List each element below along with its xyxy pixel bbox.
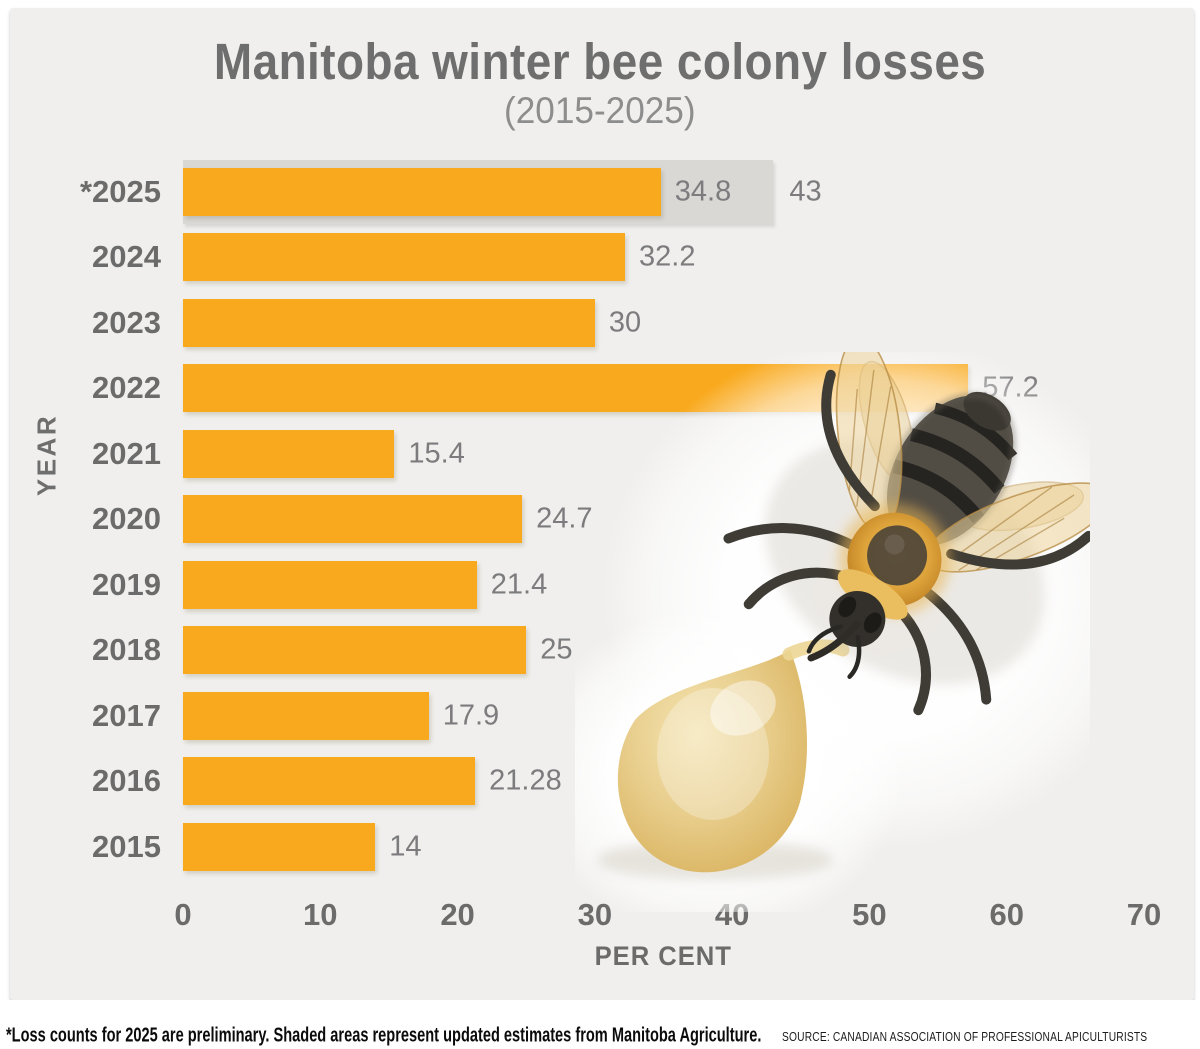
year-label: 2015 xyxy=(92,828,161,864)
chart-subtitle: (2015-2025) xyxy=(504,90,696,131)
value-label: 21.4 xyxy=(490,568,548,601)
year-label: 2017 xyxy=(92,697,161,733)
year-label: 2024 xyxy=(92,239,161,275)
year-label: 2023 xyxy=(92,304,161,340)
loss-bar xyxy=(183,167,661,216)
subtitle-row: (2015-2025) xyxy=(0,90,1200,132)
footer-strip: *Loss counts for 2025 are preliminary. S… xyxy=(0,1000,1200,1049)
title-row: Manitoba winter bee colony losses xyxy=(0,32,1200,91)
value-label: 17.9 xyxy=(442,699,500,732)
bar-row: 2015 14 xyxy=(92,814,1144,880)
loss-bar xyxy=(183,691,429,740)
bar-row: *2025 34.8 43 xyxy=(80,159,1144,225)
axis-tick: 0 xyxy=(174,897,192,932)
bar-row: 2024 32.2 xyxy=(92,225,1144,291)
footnote: *Loss counts for 2025 are preliminary. S… xyxy=(6,1024,762,1047)
value-label: 14 xyxy=(389,830,422,863)
bee-photo xyxy=(575,352,1090,912)
bars-area: *202534.843202432.2202330202257.2202115.… xyxy=(80,159,1144,880)
loss-bar xyxy=(183,626,527,675)
axis-tick: 10 xyxy=(303,897,338,932)
axis-tick: 20 xyxy=(440,897,475,932)
year-label: *2025 xyxy=(79,173,161,209)
value-label: 15.4 xyxy=(408,437,465,470)
loss-bar xyxy=(183,495,523,544)
bar-row: 2016 21.28 xyxy=(92,749,1144,815)
year-label: 2021 xyxy=(92,435,161,471)
year-label: 2016 xyxy=(92,763,161,799)
loss-bar xyxy=(183,822,376,871)
x-axis-title-row: PER CENT xyxy=(183,941,1144,972)
bar-row: 2019 21.4 xyxy=(92,552,1144,618)
value-label: 32.2 xyxy=(639,240,696,273)
x-axis: 0 10 20 30 40 50 60 70 xyxy=(174,897,1161,935)
year-label: 2019 xyxy=(92,566,161,602)
year-label: 2022 xyxy=(92,370,161,406)
value-label: 25 xyxy=(540,633,573,666)
bar-row: 2018 25 xyxy=(92,618,1144,684)
loss-bar xyxy=(183,298,595,347)
loss-bar xyxy=(183,429,395,478)
bar-row: 2020 24.7 xyxy=(92,487,1144,553)
honey-drop-icon xyxy=(597,639,850,880)
loss-bar xyxy=(183,757,476,806)
value-label: 34.8 xyxy=(674,175,732,208)
year-label: 2018 xyxy=(92,632,161,668)
y-axis-title: YEAR xyxy=(31,413,62,497)
bar-row: 2017 17.9 xyxy=(92,683,1144,749)
value-label: 30 xyxy=(608,306,642,339)
year-label: 2020 xyxy=(92,501,161,537)
bee-icon xyxy=(723,352,1090,716)
bar-row: 2023 30 xyxy=(92,290,1144,356)
axis-tick: 70 xyxy=(1126,897,1162,932)
value-label: 24.7 xyxy=(536,502,593,535)
estimate-value-label: 43 xyxy=(789,175,822,208)
x-axis-title: PER CENT xyxy=(594,941,733,971)
chart-title: Manitoba winter bee colony losses xyxy=(213,33,987,90)
value-label: 21.28 xyxy=(489,764,562,797)
source-credit: SOURCE: CANADIAN ASSOCIATION OF PROFESSI… xyxy=(782,1030,1148,1044)
axis-tick: 50 xyxy=(852,897,887,932)
axis-tick: 60 xyxy=(989,897,1024,932)
loss-bar xyxy=(183,233,626,282)
loss-bar xyxy=(183,560,477,609)
bar-row: 2021 15.4 xyxy=(92,421,1144,487)
